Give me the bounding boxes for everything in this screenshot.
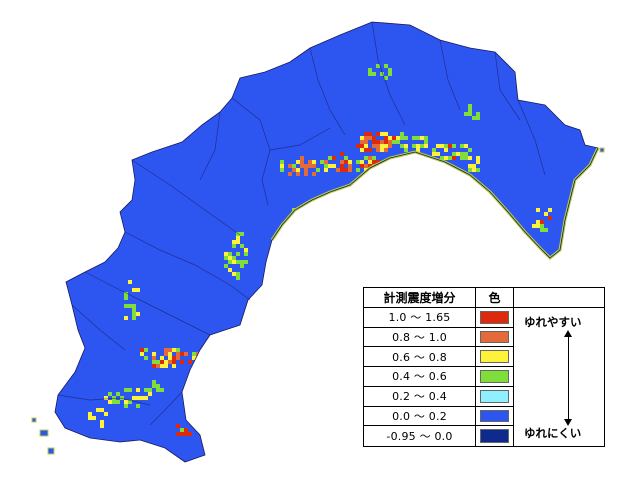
legend-range-7: -0.95 ～ 0.0	[364, 426, 476, 446]
island-1	[39, 429, 49, 437]
legend-swatch-6	[480, 409, 509, 423]
district-border-6	[131, 159, 241, 236]
legend-note-column: ゆれやすい ゆれにくい	[514, 308, 604, 446]
legend-range-6: 0.0 ～ 0.2	[364, 406, 476, 427]
legend-swatch-4	[480, 370, 509, 383]
district-border-8	[84, 271, 211, 336]
district-border-12	[517, 99, 546, 176]
legend-note-low: ゆれにくい	[524, 425, 582, 440]
island-2	[47, 447, 55, 455]
legend-header-note	[514, 288, 604, 308]
district-border-13	[57, 394, 151, 406]
land-fill	[55, 22, 598, 462]
district-border-10	[199, 111, 221, 181]
island-4	[599, 147, 605, 153]
prefecture-border	[54, 21, 599, 463]
legend-swatch-2	[480, 330, 509, 344]
district-border-9	[71, 304, 126, 351]
legend-range-2: 0.8 ～ 1.0	[364, 327, 476, 348]
legend-note-high: ゆれやすい	[524, 315, 582, 329]
district-border-7	[124, 231, 251, 301]
arrow-down-icon	[564, 418, 572, 426]
district-border-4	[439, 39, 461, 111]
arrow-line	[568, 334, 569, 422]
district-border-2	[309, 47, 346, 136]
legend-table: 計測震度増分 色 1.0 ～ 1.65 ゆれやすい ゆれにくい 0.8 ～ 1.…	[363, 287, 605, 447]
island-3	[31, 417, 37, 423]
legend-swatch-1	[480, 311, 509, 324]
legend-range-4: 0.4 ～ 0.6	[364, 367, 476, 387]
legend-header-range: 計測震度増分	[364, 288, 476, 308]
district-border-5	[494, 51, 521, 121]
district-border-11	[269, 127, 331, 151]
arrow-up-icon	[564, 330, 572, 337]
legend-range-3: 0.6 ～ 0.8	[364, 347, 476, 368]
district-border-3	[371, 21, 406, 126]
district-border-14	[149, 391, 183, 426]
legend-header-color: 色	[476, 288, 514, 308]
legend-swatch-7	[480, 429, 509, 443]
legend-swatch-5	[480, 389, 509, 403]
legend-range-1: 1.0 ～ 1.65	[364, 308, 476, 328]
legend-swatch-3	[480, 350, 509, 364]
legend-range-5: 0.2 ～ 0.4	[364, 386, 476, 407]
